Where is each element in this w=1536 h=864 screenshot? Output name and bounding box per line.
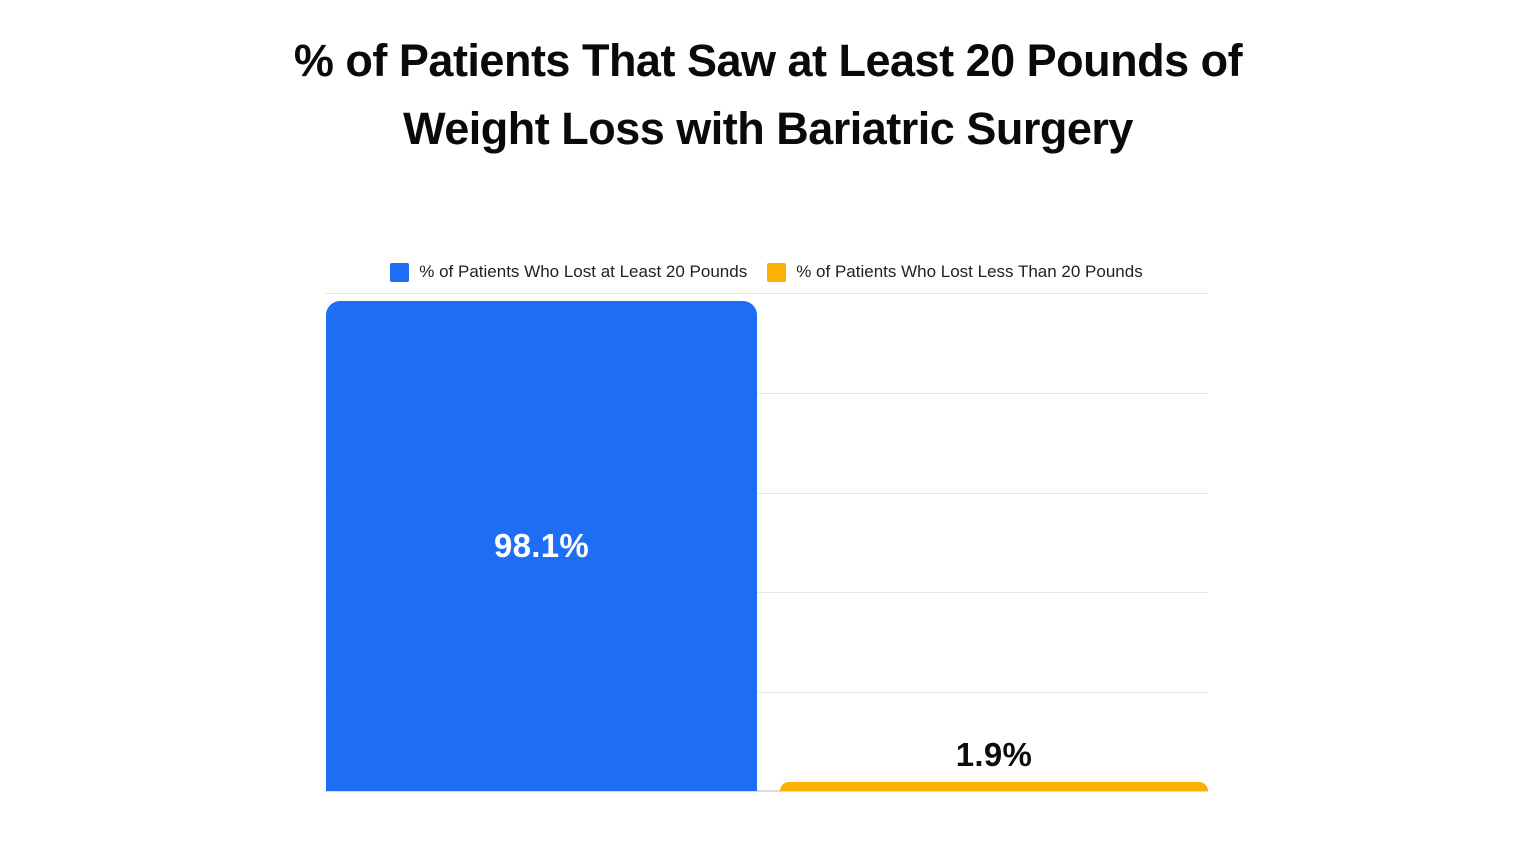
x-axis-baseline — [325, 790, 1208, 792]
legend-item-lost-at-least-20: % of Patients Who Lost at Least 20 Pound… — [390, 261, 747, 283]
chart-title-line1: % of Patients That Saw at Least 20 Pound… — [293, 35, 1243, 86]
gridline-100pct — [325, 293, 1208, 294]
bar-value-label-lost-at-least-20: 98.1% — [493, 527, 590, 565]
legend-item-lost-less-than-20: % of Patients Who Lost Less Than 20 Poun… — [767, 261, 1143, 283]
gridline-40pct — [325, 592, 1208, 594]
plot-area: 98.1% 1.9% — [325, 293, 1208, 792]
chart-legend: % of Patients Who Lost at Least 20 Pound… — [325, 261, 1208, 283]
legend-label-lost-less-than-20: % of Patients Who Lost Less Than 20 Poun… — [796, 262, 1143, 281]
chart-title: % of Patients That Saw at Least 20 Pound… — [0, 27, 1536, 163]
legend-swatch-blue — [390, 262, 410, 282]
bar-lost-at-least-20: 98.1% — [326, 301, 757, 791]
bar-value-label-lost-less-than-20: 1.9% — [955, 735, 1033, 773]
gridline-20pct — [325, 692, 1208, 694]
bar-lost-less-than-20 — [780, 781, 1208, 791]
chart-title-line2: Weight Loss with Bariatric Surgery — [403, 103, 1133, 154]
legend-label-lost-at-least-20: % of Patients Who Lost at Least 20 Pound… — [419, 262, 748, 281]
bar-chart: % of Patients Who Lost at Least 20 Pound… — [325, 0, 1208, 800]
gridline-60pct — [325, 492, 1208, 494]
gridline-80pct — [325, 392, 1208, 394]
legend-swatch-amber — [767, 262, 787, 282]
